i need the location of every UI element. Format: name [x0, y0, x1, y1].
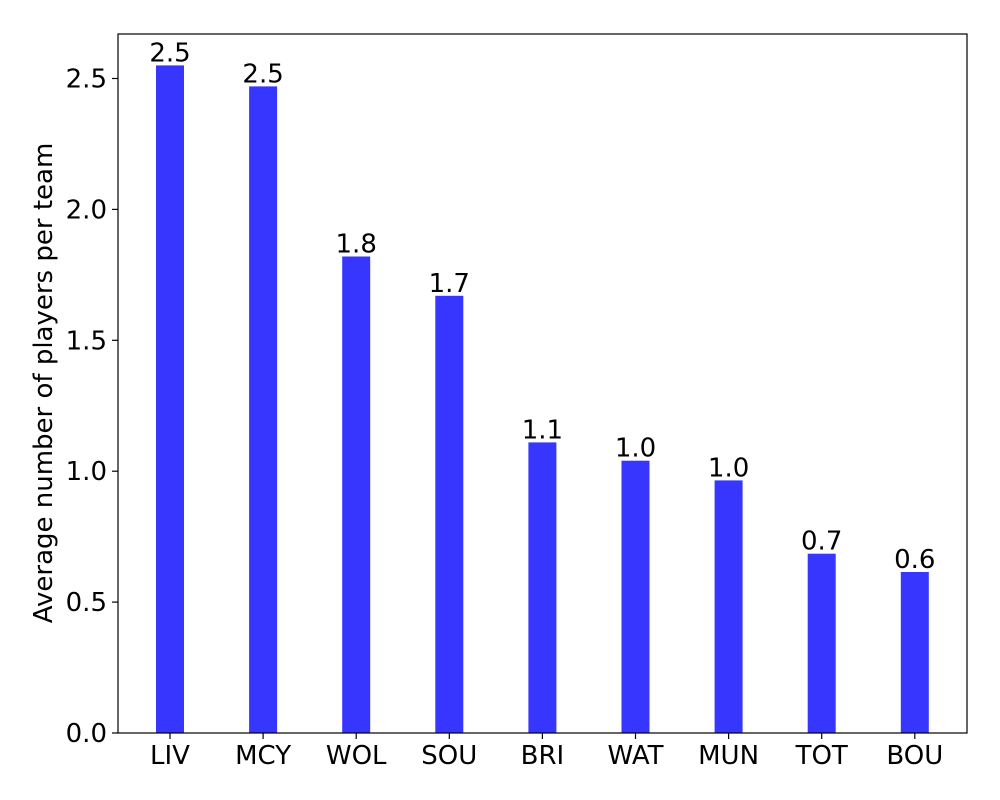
y-tick-label: 1.0 — [66, 457, 107, 487]
x-tick-label-bou: BOU — [886, 741, 943, 771]
data-label-mun: 1.0 — [708, 453, 749, 483]
x-tick-label-mun: MUN — [698, 741, 759, 771]
y-tick-label: 0.0 — [66, 719, 107, 749]
bar-wat — [621, 460, 650, 733]
bar-wol — [342, 256, 371, 733]
bars-layer — [156, 65, 929, 733]
bar-sou — [435, 295, 464, 733]
bar-liv — [156, 65, 184, 733]
y-tick-label: 2.5 — [66, 65, 107, 95]
x-tick-label-liv: LIV — [150, 741, 190, 771]
data-label-mcy: 2.5 — [242, 59, 283, 89]
x-tick-label-wol: WOL — [326, 741, 387, 771]
data-label-wol: 1.8 — [336, 230, 377, 260]
data-label-liv: 2.5 — [149, 38, 190, 68]
data-label-bou: 0.6 — [894, 545, 935, 575]
y-tick-label: 0.5 — [66, 588, 107, 618]
data-label-sou: 1.7 — [429, 269, 470, 299]
x-tick-label-mcy: MCY — [235, 741, 291, 771]
x-tick-label-wat: WAT — [608, 741, 664, 771]
bar-bou — [900, 572, 929, 733]
x-tick-label-tot: TOT — [795, 741, 848, 771]
data-label-wat: 1.0 — [615, 434, 656, 464]
data-label-tot: 0.7 — [801, 527, 842, 557]
y-axis: 0.0 0.5 1.0 1.5 2.0 2.5 — [66, 65, 118, 749]
bar-mun — [714, 480, 743, 733]
x-axis: LIV MCY WOL SOU BRI WAT MUN TOT BOU — [150, 733, 943, 771]
data-labels-layer: 2.5 2.5 1.8 1.7 1.1 1.0 1.0 0.7 0.6 — [149, 38, 935, 575]
x-tick-label-bri: BRI — [521, 741, 565, 771]
bar-tot — [807, 553, 836, 733]
bar-bri — [528, 442, 557, 733]
y-tick-label: 1.5 — [66, 326, 107, 356]
bar-mcy — [249, 86, 278, 733]
y-axis-label: Average number of players per team — [29, 143, 59, 624]
y-tick-label: 2.0 — [66, 195, 107, 225]
data-label-bri: 1.1 — [522, 415, 563, 445]
x-tick-label-sou: SOU — [421, 741, 477, 771]
